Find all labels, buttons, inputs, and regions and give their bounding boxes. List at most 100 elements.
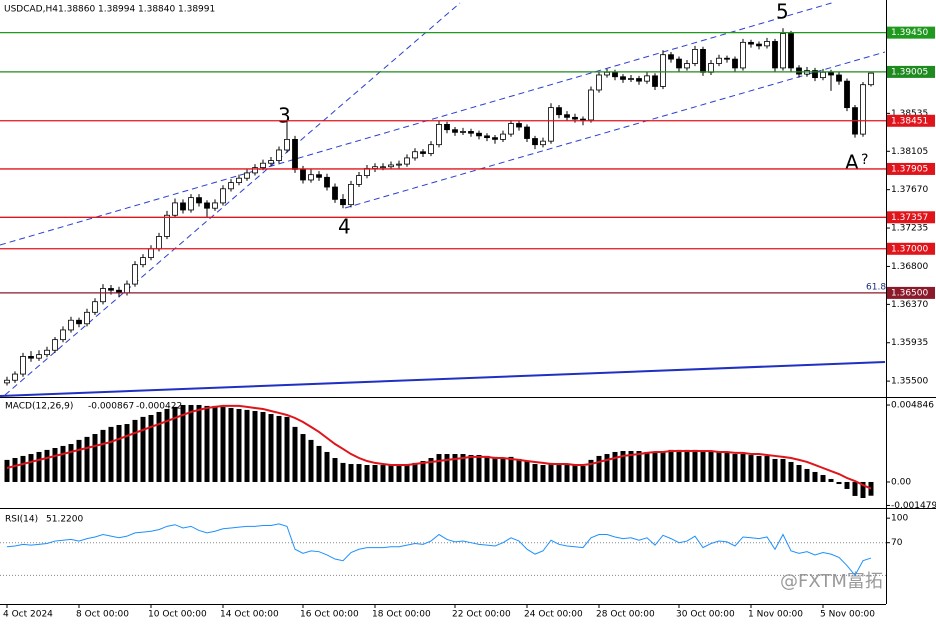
candle-body bbox=[620, 76, 626, 80]
candle-body bbox=[188, 197, 194, 211]
y-tick-label: 1.36800 bbox=[891, 262, 928, 272]
candle-body bbox=[324, 176, 330, 188]
macd-bar bbox=[324, 451, 330, 482]
candle-body bbox=[356, 175, 362, 185]
candle-body bbox=[460, 131, 466, 133]
candle-body bbox=[172, 202, 178, 216]
candle-body bbox=[132, 264, 138, 285]
candle-body bbox=[164, 214, 170, 237]
candle-body bbox=[676, 58, 682, 69]
macd-bar bbox=[508, 456, 514, 482]
macd-bar bbox=[76, 439, 82, 482]
y-tick-label: 1.37670 bbox=[891, 185, 928, 195]
candle-body bbox=[836, 74, 842, 82]
candle-body bbox=[300, 168, 306, 181]
candle-body bbox=[660, 54, 666, 87]
macd-bar bbox=[396, 464, 402, 482]
macd-bar bbox=[596, 455, 602, 482]
candle-body bbox=[420, 151, 426, 154]
macd-bar bbox=[108, 426, 114, 482]
y-tick-label: 1.35935 bbox=[891, 338, 928, 348]
x-tick-label: 5 Nov 00:00 bbox=[820, 610, 875, 620]
candle-body bbox=[428, 144, 434, 154]
macd-bar bbox=[844, 481, 850, 489]
candle-body bbox=[316, 174, 322, 178]
macd-bar bbox=[124, 424, 130, 482]
candle-body bbox=[4, 379, 10, 384]
macd-bar bbox=[140, 416, 146, 482]
candle-body bbox=[140, 257, 146, 266]
macd-bar bbox=[220, 406, 226, 482]
candle-body bbox=[732, 58, 738, 69]
candle-body bbox=[404, 157, 410, 165]
macd-bar bbox=[588, 459, 594, 482]
y-tick-label: -0.001479 bbox=[891, 501, 936, 511]
macd-bar bbox=[644, 451, 650, 482]
candle-body bbox=[708, 63, 714, 73]
candle-body bbox=[380, 166, 386, 169]
ohlc-label: 1.38994 bbox=[98, 5, 135, 15]
x-tick-label: 30 Oct 00:00 bbox=[676, 610, 735, 620]
macd-bar bbox=[724, 452, 730, 482]
macd-bar bbox=[756, 455, 762, 482]
candle-body bbox=[292, 138, 298, 170]
candle-body bbox=[564, 114, 570, 118]
macd-bar bbox=[52, 448, 58, 482]
macd-bar bbox=[284, 416, 290, 482]
macd-bar bbox=[180, 404, 186, 482]
macd-signal bbox=[6, 404, 872, 490]
macd-bar bbox=[268, 414, 274, 482]
candles bbox=[4, 28, 874, 386]
macd-bar bbox=[420, 461, 426, 482]
candle-body bbox=[412, 151, 418, 159]
macd-bar bbox=[748, 454, 754, 482]
macd-bar bbox=[524, 461, 530, 482]
candle-body bbox=[844, 80, 850, 109]
candle-body bbox=[436, 123, 442, 146]
macd-bar bbox=[132, 419, 138, 482]
candle-body bbox=[724, 57, 730, 60]
macd-bar bbox=[708, 451, 714, 482]
y-tick-label: 100 bbox=[891, 514, 908, 524]
candle-body bbox=[308, 174, 314, 181]
macd-bar bbox=[364, 464, 370, 482]
macd-bar bbox=[492, 456, 498, 482]
x-tick-label: 18 Oct 00:00 bbox=[372, 610, 431, 620]
x-tick-label: 1 Nov 00:00 bbox=[748, 610, 803, 620]
candle-body bbox=[636, 78, 642, 82]
macd-bar bbox=[476, 454, 482, 482]
macd-bar bbox=[780, 458, 786, 482]
candle-body bbox=[516, 123, 522, 128]
trendline bbox=[344, 51, 886, 209]
level-label: 1.39005 bbox=[891, 67, 928, 77]
rsi-name: RSI(14) bbox=[5, 515, 38, 525]
candle-body bbox=[228, 182, 234, 190]
candle-body bbox=[180, 202, 186, 211]
level-label: 1.39450 bbox=[891, 28, 928, 38]
macd-bar bbox=[116, 424, 122, 482]
candle-body bbox=[252, 167, 258, 174]
macd-bar bbox=[772, 458, 778, 482]
macd-bar bbox=[36, 451, 42, 482]
candle-body bbox=[260, 162, 266, 169]
macd-bar bbox=[332, 458, 338, 482]
macd-value: -0.000867 bbox=[88, 402, 134, 412]
macd-bar bbox=[308, 439, 314, 482]
macd-bar bbox=[500, 458, 506, 482]
macd-bar bbox=[812, 471, 818, 482]
x-tick-label: 28 Oct 00:00 bbox=[596, 610, 655, 620]
candle-body bbox=[492, 137, 498, 140]
macd-bar bbox=[340, 462, 346, 482]
candle-body bbox=[44, 349, 50, 356]
candle-body bbox=[124, 283, 130, 294]
candle-body bbox=[500, 133, 506, 140]
macd-bar bbox=[796, 464, 802, 482]
macd-bar bbox=[164, 408, 170, 482]
macd-bar bbox=[764, 455, 770, 482]
candle-body bbox=[580, 118, 586, 121]
macd-bar bbox=[4, 459, 10, 482]
candle-body bbox=[20, 356, 26, 375]
rsi-line bbox=[6, 523, 872, 577]
level-label: 1.38451 bbox=[891, 116, 928, 126]
